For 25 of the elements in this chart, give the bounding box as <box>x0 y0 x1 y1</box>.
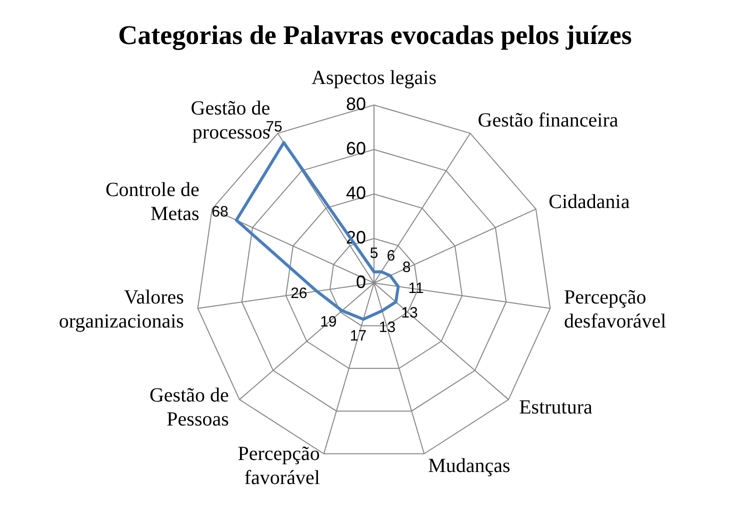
y-tick-label: 0 <box>356 272 366 292</box>
data-label: 13 <box>401 304 418 322</box>
data-label: 11 <box>408 280 424 298</box>
spoke-label: Gestão de Pessoas <box>149 384 230 430</box>
data-label: 68 <box>212 204 228 221</box>
spoke-label: Gestão financeira <box>478 109 618 132</box>
y-tick-label: 60 <box>346 138 366 158</box>
data-label: 13 <box>378 318 396 336</box>
data-label: 8 <box>402 259 411 276</box>
spoke-label: Mudanças <box>428 454 511 477</box>
y-tick-label: 40 <box>346 182 366 203</box>
spoke-label: Cidadania <box>548 190 630 213</box>
data-label: 6 <box>386 248 396 265</box>
data-label: 5 <box>370 244 378 262</box>
data-label: 26 <box>290 284 308 302</box>
chart-title: Categorias de Palavras evocadas pelos juízes <box>118 20 632 50</box>
spoke-label: Controle de Metas <box>105 178 200 225</box>
spoke-label: Aspectos legais <box>312 66 437 89</box>
data-label: 17 <box>350 328 367 345</box>
spoke-label: Percepção favorável <box>238 442 320 489</box>
spoke-label: Estrutura <box>519 396 593 418</box>
data-label: 19 <box>320 313 337 330</box>
y-tick-label: 80 <box>346 94 366 114</box>
spoke-label: Valores organizacionais <box>58 286 184 332</box>
spoke-label: Percepção desfavorável <box>564 286 667 332</box>
